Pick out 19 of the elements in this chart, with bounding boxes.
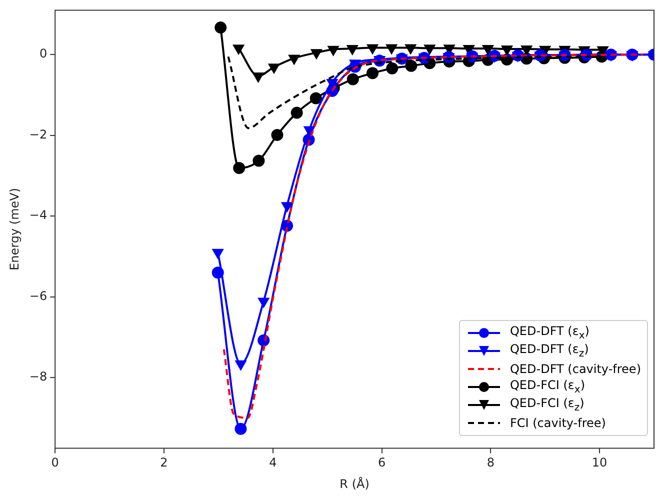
y-tick-label: 0 [39,46,48,61]
y-tick-label: −4 [29,208,48,222]
x-tick-label: 0 [51,456,59,470]
y-axis-title: Energy (meV) [7,188,22,270]
y-tick-label: −2 [29,127,48,142]
legend-label: QED-FCI (ε$_{z}$) [510,396,584,414]
y-tick-label: −6 [29,288,48,303]
x-tick-label: 4 [269,456,277,470]
x-tick-label: 6 [378,456,386,470]
x-tick-label: 10 [592,456,608,470]
legend-label: QED-DFT (ε$_{z}$) [510,342,589,360]
x-tick-label: 8 [486,456,494,470]
x-axis-title: R (Å) [340,476,370,491]
legend-label: QED-FCI (ε$_{x}$) [510,378,585,396]
legend-label: QED-DFT (cavity-free) [510,362,641,376]
legend-label: QED-DFT (ε$_{x}$) [510,324,590,342]
y-tick-label: −8 [29,370,48,384]
x-tick-label: 2 [160,456,168,470]
legend-label: FCI (cavity-free) [510,416,606,430]
